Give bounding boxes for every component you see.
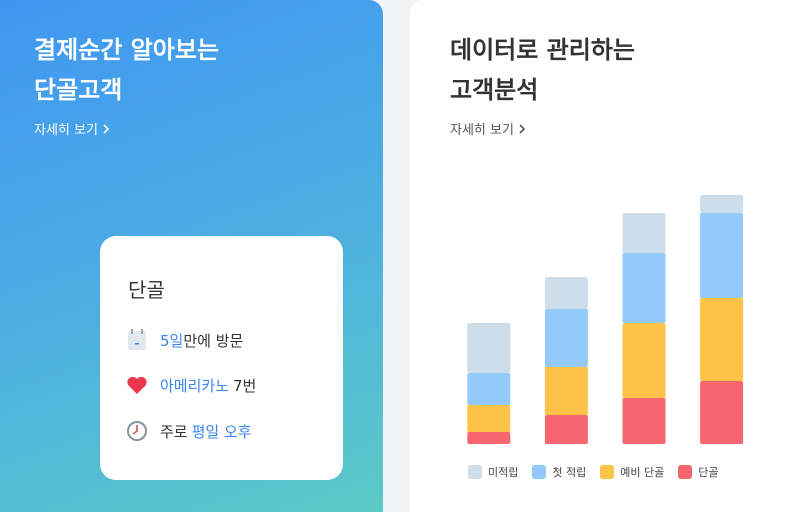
bar-segment (622, 253, 666, 323)
legend-label: 예비 단골 (620, 466, 665, 479)
bar-segment (622, 398, 666, 444)
title-line: 결제순간 알아보는 (34, 36, 219, 64)
bar-segment (544, 367, 588, 415)
item-text: 주로 (160, 422, 188, 441)
highlight: 평일 오후 (191, 422, 252, 441)
title-line: 고객분석 (450, 76, 539, 104)
bar-segment (700, 213, 744, 298)
card-title: 데이터로 관리하는 고객분석 (450, 30, 635, 110)
detail-link[interactable]: 자세히 보기 (450, 119, 526, 138)
customer-title: 단골 (128, 278, 165, 302)
link-text: 자세히 보기 (34, 123, 98, 138)
detail-link[interactable]: 자세히 보기 (34, 119, 110, 138)
legend-swatch (532, 465, 547, 479)
chevron (103, 123, 110, 134)
item-text: 7번 (233, 376, 257, 395)
bar-segment (544, 277, 588, 309)
heart-icon (127, 376, 147, 394)
bar-segment (700, 381, 744, 444)
legend-label: 미적립 (488, 466, 519, 479)
legend-item: 예비 단골 (600, 464, 664, 480)
bar-segment (622, 213, 666, 253)
calendar-icon (128, 329, 146, 350)
menu-item: 아메리카노 7번 (126, 374, 256, 396)
highlight: 아메리카노 (160, 376, 230, 395)
legend-swatch (678, 465, 693, 479)
legend-item: 미적립 (468, 464, 518, 480)
title-line: 데이터로 관리하는 (450, 36, 635, 64)
chart (467, 195, 744, 444)
bar-segment (700, 298, 744, 381)
item-text: 만에 방문 (183, 331, 244, 350)
customer-card: 단골 5일 만에 방문 아메리카노 7번 주로 평일 오후 (100, 236, 343, 480)
chevron (519, 123, 526, 134)
bar-segment (700, 195, 744, 213)
legend: 미적립 첫 적립 예비 단골 단골 (468, 464, 718, 480)
highlight: 5일 (160, 331, 184, 350)
bar-segment (467, 373, 511, 405)
legend-item: 첫 적립 (532, 464, 586, 480)
link-text: 자세히 보기 (450, 123, 514, 138)
bar-segment (467, 405, 511, 432)
legend-label: 단골 (698, 466, 719, 479)
bar-segment (544, 309, 588, 367)
legend-item: 단골 (678, 464, 718, 480)
clock-icon (127, 421, 147, 441)
legend-swatch (468, 465, 482, 479)
bar-segment (544, 415, 588, 444)
legend-swatch (600, 465, 615, 479)
title-line: 단골고객 (34, 76, 123, 104)
left-card[interactable]: 결제순간 알아보는 단골고객 자세히 보기 단골 5일 만에 방문 아메리카노 7번… (0, 0, 383, 512)
card-title: 결제순간 알아보는 단골고객 (34, 30, 219, 110)
bar-segment (467, 323, 511, 373)
legend-label: 첫 적립 (552, 466, 587, 479)
time-item: 주로 평일 오후 (126, 420, 252, 442)
visit-item: 5일 만에 방문 (126, 328, 243, 352)
bar-segment (467, 432, 511, 444)
bar-segment (622, 323, 666, 398)
right-card[interactable]: 데이터로 관리하는 고객분석 자세히 보기 (410, 0, 790, 512)
